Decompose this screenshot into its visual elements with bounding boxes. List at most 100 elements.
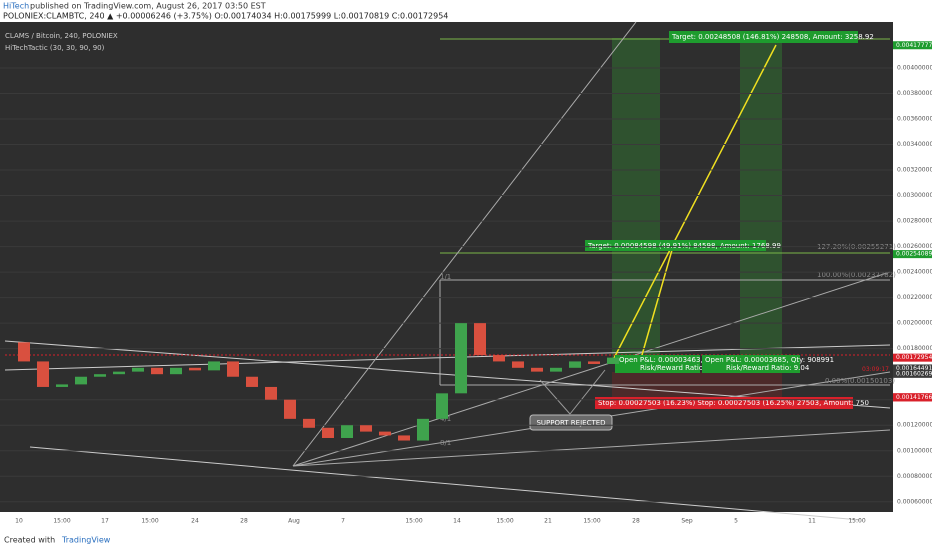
candle bbox=[265, 386, 277, 400]
target-label: Target: 0.00248508 (146.81%) 248508, Amo… bbox=[671, 33, 874, 41]
rr-label: Risk/Reward Ratio: bbox=[640, 364, 706, 372]
x-tick-label: 15:00 bbox=[496, 518, 513, 525]
x-tick-label: 15:00 bbox=[583, 518, 600, 525]
indicator: HiTechTactic (30, 30, 90, 90) bbox=[5, 44, 105, 52]
callout-label: SUPPORT REJECTED bbox=[536, 419, 605, 427]
candle bbox=[56, 384, 68, 387]
x-tick-label: 28 bbox=[240, 518, 248, 525]
gann-label: 4/1 bbox=[440, 415, 451, 423]
candle bbox=[208, 361, 220, 371]
price-tag bbox=[893, 353, 932, 362]
candle bbox=[18, 342, 30, 362]
fib-label: 0.00%(0.00150103) bbox=[825, 377, 895, 385]
candle bbox=[37, 361, 49, 387]
price-tag-label: 0.00172954 bbox=[896, 354, 932, 361]
candle bbox=[322, 427, 334, 438]
fib-label: 100.00%(0.00232782) bbox=[817, 271, 896, 279]
price-tag bbox=[893, 369, 932, 378]
y-tick-label: 0.00200000 bbox=[897, 320, 932, 327]
candle bbox=[512, 361, 524, 368]
target-box bbox=[669, 31, 858, 43]
price-tag-label: 0.00160269 bbox=[896, 370, 932, 377]
footer bbox=[0, 530, 932, 550]
candle bbox=[588, 361, 600, 364]
callout-line bbox=[539, 379, 571, 415]
x-tick-label: 28 bbox=[632, 518, 640, 525]
candle bbox=[151, 367, 163, 375]
countdown: 03:09:17 bbox=[862, 366, 889, 373]
gann-label: 1/1 bbox=[440, 273, 451, 281]
candle bbox=[531, 367, 543, 372]
candle bbox=[189, 367, 201, 371]
y-tick-label: 0.00080000 bbox=[897, 473, 932, 480]
price-tag bbox=[893, 393, 932, 402]
y-tick-label: 0.00280000 bbox=[897, 218, 932, 225]
arrow bbox=[611, 44, 777, 363]
x-tick-label: 10 bbox=[15, 518, 23, 525]
y-tick-label: 0.00360000 bbox=[897, 115, 932, 122]
candle bbox=[75, 376, 87, 385]
candle bbox=[569, 361, 581, 368]
time-axis bbox=[0, 512, 893, 522]
price-tag-label: 0.00417777 bbox=[896, 42, 932, 49]
candle bbox=[246, 376, 258, 387]
gann-line bbox=[292, 271, 891, 467]
x-tick-label: 5 bbox=[734, 518, 738, 525]
candle bbox=[170, 367, 182, 375]
plot bbox=[0, 67, 893, 503]
rr-label: Risk/Reward Ratio: 9.04 bbox=[726, 364, 810, 372]
x-tick-label: 11 bbox=[808, 518, 816, 525]
x-tick-label: 15:00 bbox=[848, 518, 865, 525]
candle bbox=[550, 367, 562, 372]
published: published on TradingView.com, August 26,… bbox=[30, 2, 266, 11]
y-tick-label: 0.00220000 bbox=[897, 294, 932, 301]
candle bbox=[94, 374, 106, 377]
target-label: Target: 0.00084598 (49.91%) 84598, Amoun… bbox=[587, 242, 781, 250]
quote: POLONIEX:CLAMBTC, 240 ▲ +0.00006246 (+3.… bbox=[3, 12, 448, 21]
x-tick-label: 24 bbox=[191, 518, 199, 525]
candle bbox=[493, 355, 505, 362]
y-tick-label: 0.00100000 bbox=[897, 447, 932, 454]
price-tag bbox=[893, 250, 932, 259]
y-tick-label: 0.00240000 bbox=[897, 269, 932, 276]
price-tag-label: 0.00254089 bbox=[896, 251, 932, 258]
y-tick-label: 0.00260000 bbox=[897, 243, 932, 250]
x-tick-label: 17 bbox=[101, 518, 109, 525]
candle bbox=[607, 357, 619, 364]
pnl-box bbox=[615, 355, 700, 373]
pnl-box bbox=[702, 355, 800, 373]
candle bbox=[398, 435, 410, 441]
gann-line bbox=[292, 429, 891, 467]
author: HiTech bbox=[3, 2, 29, 11]
price-tag bbox=[893, 41, 932, 50]
chart-panel bbox=[0, 22, 932, 520]
y-tick-label: 0.00380000 bbox=[897, 90, 932, 97]
channel-line bbox=[29, 446, 861, 521]
profit-zone bbox=[612, 38, 660, 360]
pnl-label: Open P&L: 0.00003685, Qty: 908991 bbox=[705, 356, 834, 364]
candle bbox=[379, 431, 391, 436]
x-tick-label: Aug bbox=[288, 518, 300, 525]
price-axis bbox=[893, 22, 932, 520]
candle bbox=[360, 425, 372, 432]
candle bbox=[455, 323, 467, 394]
candle bbox=[474, 323, 486, 356]
price-tag-label: 0.00164491 bbox=[896, 365, 932, 372]
x-tick-label: 14 bbox=[453, 518, 461, 525]
channel-line bbox=[4, 340, 891, 409]
candle bbox=[436, 393, 448, 419]
candle bbox=[417, 418, 429, 441]
target-box bbox=[585, 240, 766, 251]
arrow bbox=[639, 249, 673, 363]
candle bbox=[303, 418, 315, 428]
y-tick-label: 0.00120000 bbox=[897, 422, 932, 429]
callout-box bbox=[529, 414, 613, 431]
candle bbox=[284, 399, 296, 419]
candle bbox=[227, 361, 239, 377]
stop-label: Stop: 0.00027503 (16.23%) Stop: 0.000275… bbox=[598, 399, 869, 407]
footer-brand: TradingView bbox=[61, 536, 111, 545]
callout-line bbox=[569, 369, 606, 415]
pnl-label: Open P&L: 0.00003463, Qty bbox=[619, 356, 717, 364]
price-tag-label: 0.00141766 bbox=[896, 394, 932, 401]
y-tick-label: 0.00320000 bbox=[897, 167, 932, 174]
